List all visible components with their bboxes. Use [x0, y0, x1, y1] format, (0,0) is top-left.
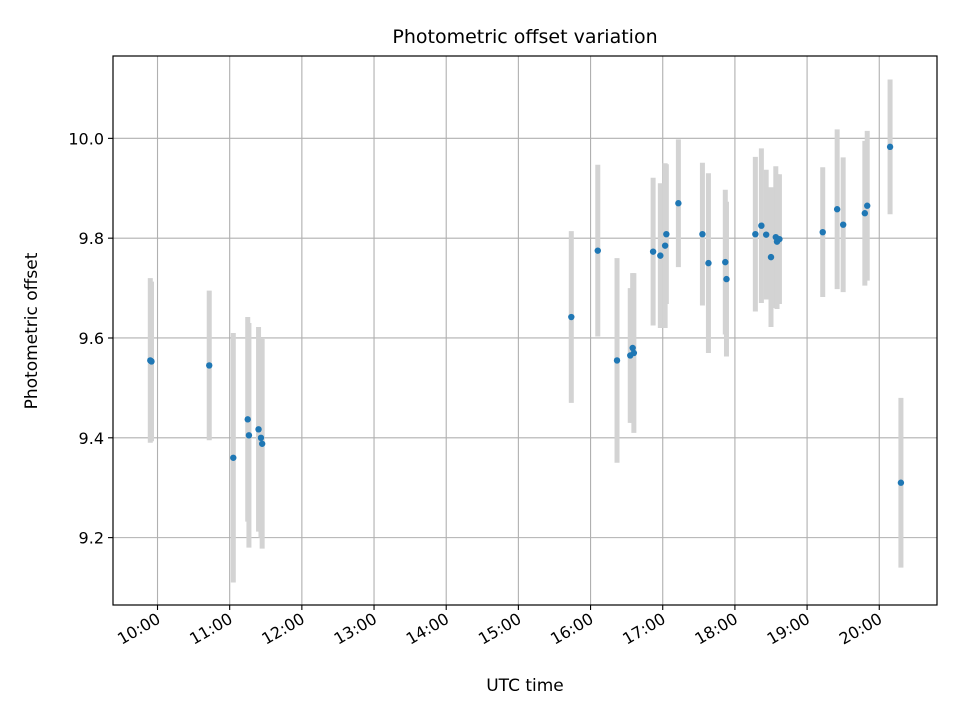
y-tick-label: 10.0	[68, 129, 104, 148]
y-tick-label: 9.6	[79, 329, 104, 348]
data-point	[613, 357, 621, 364]
data-point	[257, 434, 265, 442]
data-point	[245, 432, 253, 439]
data-point	[861, 210, 869, 217]
chart-title: Photometric offset variation	[392, 26, 657, 48]
data-point	[630, 349, 638, 357]
plot-frame	[112, 55, 938, 606]
data-point	[675, 200, 682, 207]
data-point	[148, 358, 155, 365]
data-point	[864, 202, 871, 209]
data-point	[762, 231, 770, 238]
data-point	[649, 248, 657, 255]
data-point	[594, 247, 601, 254]
data-point	[833, 206, 841, 213]
y-tick-label: 9.8	[79, 229, 104, 248]
data-point	[663, 230, 670, 238]
data-point	[767, 253, 775, 261]
data-point	[629, 344, 636, 352]
data-point	[258, 440, 266, 447]
data-points	[147, 143, 905, 486]
data-point	[723, 275, 730, 283]
data-point	[244, 416, 251, 423]
data-point	[206, 362, 213, 369]
data-point	[699, 230, 706, 238]
data-point	[255, 426, 262, 433]
data-point	[657, 252, 664, 259]
y-axis-label: Photometric offset	[22, 252, 42, 409]
data-point	[886, 143, 894, 151]
data-point	[752, 230, 759, 238]
data-point	[661, 242, 669, 249]
data-point	[722, 258, 729, 266]
data-point	[705, 259, 712, 267]
data-point	[819, 228, 826, 236]
data-point	[839, 221, 847, 228]
data-point	[568, 313, 575, 321]
data-point	[776, 235, 783, 243]
y-tick-label: 9.4	[79, 429, 104, 448]
data-point	[897, 479, 905, 486]
data-point	[758, 222, 765, 229]
data-point	[230, 454, 237, 461]
x-axis-label: UTC time	[486, 676, 564, 696]
y-tick-label: 9.2	[79, 529, 104, 548]
